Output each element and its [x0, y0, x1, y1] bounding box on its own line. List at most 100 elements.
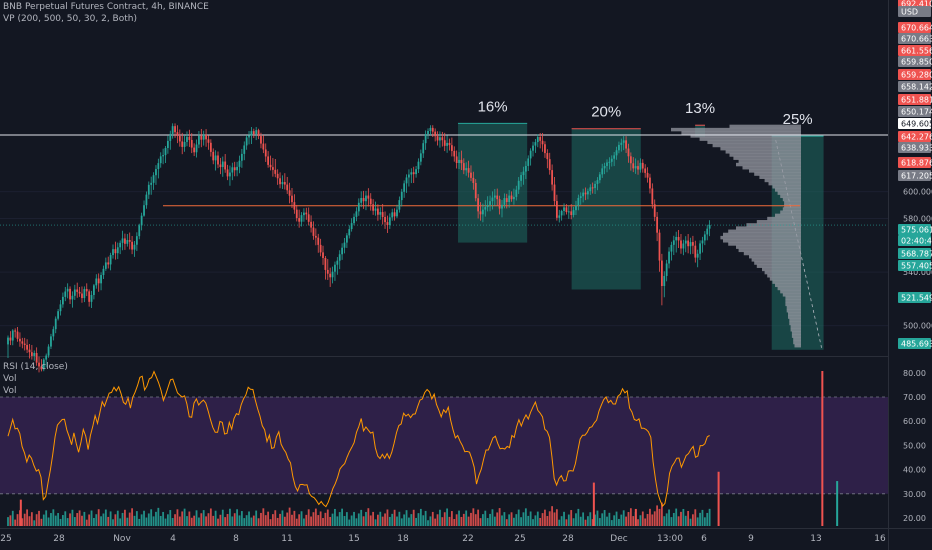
volume-bar	[257, 518, 260, 526]
candle-body	[133, 244, 136, 250]
vp-row	[751, 258, 801, 262]
volume-bar	[360, 509, 363, 526]
volume-bars	[7, 371, 839, 526]
candle-body	[66, 288, 69, 292]
volume-bar	[286, 512, 289, 526]
candle-body	[40, 366, 43, 370]
rsi-tick-label: 40.00	[903, 466, 926, 475]
volume-bar	[200, 513, 203, 526]
volume-bar	[135, 511, 138, 526]
volume-bar	[434, 518, 437, 526]
volume-bar	[195, 510, 198, 526]
volume-bar	[50, 513, 52, 526]
volume-bar	[584, 519, 587, 526]
rsi-legend[interactable]: RSI (14, close)	[3, 362, 68, 372]
volume-bar	[107, 516, 110, 526]
volume-bar	[322, 518, 324, 526]
volume-bar	[104, 509, 107, 526]
candle-body	[708, 225, 711, 229]
volume-bar	[159, 515, 162, 526]
candle-body	[150, 182, 153, 185]
candle-body	[393, 212, 396, 217]
volume-bar	[598, 518, 601, 526]
volume-bar	[64, 511, 67, 526]
vp-row	[723, 239, 801, 243]
volume-bar	[365, 511, 367, 526]
candle-body	[575, 205, 577, 211]
volume-bar	[233, 513, 236, 526]
volume-bar	[317, 515, 320, 526]
volume-bar	[343, 516, 346, 526]
candle-body	[496, 195, 499, 200]
measure-box	[458, 123, 528, 243]
rsi-line	[7, 370, 710, 508]
volume-bar	[536, 511, 539, 526]
volume-bar	[252, 515, 255, 526]
candle-body	[252, 131, 255, 135]
vol-legend-2[interactable]: Vol	[3, 386, 17, 396]
candle-body	[291, 195, 293, 203]
volume-bar	[548, 511, 551, 526]
candle-body	[608, 161, 611, 163]
price-badge	[898, 22, 931, 33]
candle-body	[147, 184, 150, 195]
candle-body	[692, 242, 694, 246]
vp-row	[782, 293, 801, 297]
vol-legend[interactable]: Vol	[3, 374, 17, 384]
volume-bar	[291, 514, 293, 526]
volume-bar	[57, 513, 60, 526]
volume-bar	[427, 520, 429, 526]
candle-body	[527, 158, 530, 166]
volume-bar	[28, 516, 31, 526]
volume-bar	[69, 513, 71, 526]
candle-body	[310, 221, 312, 228]
volume-bar	[579, 516, 582, 526]
volume-bar	[410, 514, 413, 526]
volume-bar	[217, 518, 219, 526]
volume-bar	[174, 514, 176, 526]
volume-bar	[417, 513, 420, 526]
candle-body	[379, 212, 382, 215]
vp-row	[759, 175, 801, 180]
candle-body	[30, 352, 33, 356]
volume-bar	[131, 508, 133, 526]
candle-body	[226, 169, 229, 177]
candle-body	[319, 244, 322, 253]
volume-bar	[81, 515, 83, 526]
rsi-tick-label: 20.00	[903, 514, 926, 523]
volume-bar	[23, 513, 26, 526]
volume-bar	[539, 517, 542, 526]
volume-bar	[424, 510, 427, 526]
volume-bar	[338, 512, 341, 526]
candle-body	[350, 223, 353, 230]
candle-body	[109, 255, 112, 265]
volume-bar	[551, 506, 554, 526]
candle-body	[240, 153, 243, 161]
volume-bar	[493, 516, 496, 526]
volume-spike	[634, 508, 637, 526]
volume-bar	[209, 508, 212, 526]
candle-body	[498, 199, 501, 209]
candle-body	[415, 169, 417, 175]
volume-bar	[295, 518, 298, 526]
vp-indicator-legend[interactable]: VP (200, 500, 50, 30, 2, Both)	[3, 14, 137, 24]
vp-row	[749, 254, 801, 259]
candle-body	[384, 217, 386, 223]
price-badge-label: 659.850	[901, 58, 932, 67]
candle-body	[255, 130, 258, 135]
volume-bar	[145, 517, 148, 526]
volume-bar	[546, 516, 549, 526]
symbol-legend[interactable]: BNB Perpetual Futures Contract, 4h, BINA…	[3, 2, 209, 12]
rsi-tick-label: 80.00	[903, 369, 926, 378]
price-badge-label: 692.410	[901, 0, 932, 9]
candle-body	[198, 135, 200, 145]
candle-body	[353, 216, 355, 224]
vp-row	[775, 283, 801, 288]
candle-body	[334, 264, 336, 272]
volume-bar	[331, 513, 334, 526]
candle-body	[489, 201, 491, 205]
volume-bar	[214, 510, 217, 526]
vp-row	[780, 210, 801, 214]
candle-body	[126, 240, 129, 244]
